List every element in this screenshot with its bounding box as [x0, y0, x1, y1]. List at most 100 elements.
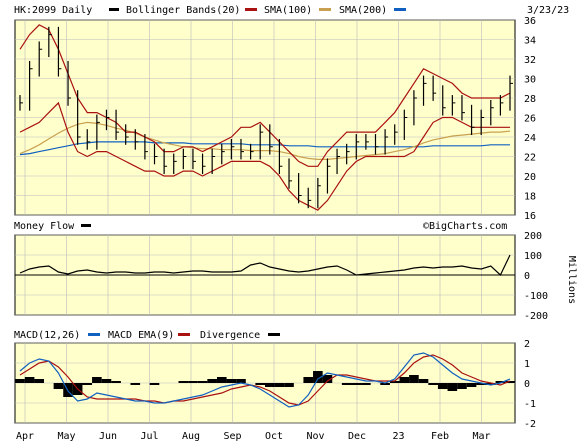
sma100-line: [19, 121, 511, 160]
divergence-bar: [389, 381, 400, 383]
divergence-bar: [178, 381, 189, 383]
legend-macd: MACD(12,26): [14, 330, 80, 341]
macd-line: [19, 352, 511, 408]
money-flow-unit: Millions: [566, 256, 577, 304]
x-tick-label: Oct: [265, 431, 283, 442]
x-axis-labels: Apr May Jun Jul Aug Sep Oct Nov Dec 23 Feb Mar: [16, 431, 491, 442]
money-flow-label: Money Flow: [14, 221, 75, 232]
divergence-bar: [24, 377, 35, 383]
divergence-bar: [226, 379, 237, 383]
divergence-bar: [255, 383, 265, 385]
divergence-bar: [485, 383, 496, 385]
price-grid: [15, 19, 515, 216]
y-tick-label: 20: [524, 172, 536, 183]
x-tick-label: Dec: [348, 431, 366, 442]
y-tick-label: 34: [524, 36, 536, 47]
symbol-legend-swatch: [109, 8, 119, 11]
y-tick-label: 22: [524, 153, 536, 164]
y-tick-label: 0: [524, 379, 530, 390]
x-tick-label: Nov: [306, 431, 324, 442]
legend-macd-ema: MACD EMA(9): [108, 330, 174, 341]
x-tick-label: Mar: [472, 431, 490, 442]
y-tick-label: -200: [524, 311, 548, 322]
money-flow-y-ticks: -200 -100 0 100 200: [524, 231, 548, 322]
chart-date: 3/23/23: [527, 5, 569, 16]
macd-ema-line: [19, 354, 511, 406]
divergence-bar: [274, 383, 285, 387]
divergence-bar: [149, 383, 160, 385]
macd-y-ticks: -2 -1 0 1 2: [524, 339, 536, 430]
y-tick-label: 200: [524, 231, 542, 242]
divergence-bar: [313, 371, 323, 383]
divergence-bar: [82, 383, 93, 385]
x-tick-label: Jul: [140, 431, 158, 442]
price-y-ticks: 16 18 20 22 24 26 28 30 32 34 36: [524, 16, 536, 222]
legend-sma200: SMA(200): [339, 5, 387, 16]
divergence-bar: [207, 379, 217, 383]
divergence-bar: [505, 381, 515, 383]
divergence-bar: [437, 383, 448, 389]
symbol-label: HK:2099 Daily: [14, 5, 92, 16]
y-tick-label: 36: [524, 16, 536, 27]
divergence-bar: [341, 383, 352, 385]
price-bars: [19, 26, 513, 209]
y-tick-label: 1: [524, 359, 530, 370]
divergence-bar: [284, 383, 294, 387]
bollinger-upper-line: [19, 24, 511, 167]
divergence-bar: [130, 383, 141, 385]
legend-divergence-swatch: [268, 333, 280, 336]
y-tick-label: -1: [524, 399, 536, 410]
divergence-bar: [197, 381, 208, 383]
divergence-bar: [188, 381, 198, 383]
divergence-bar: [399, 377, 410, 383]
legend-bollinger-swatch: [245, 8, 257, 11]
x-tick-label: 23: [392, 431, 404, 442]
legend-sma200-swatch: [394, 8, 406, 11]
legend-macd-swatch: [88, 333, 100, 336]
money-flow-legend-swatch: [81, 224, 91, 227]
divergence-bar: [447, 383, 458, 391]
sma200-line: [19, 141, 510, 156]
legend-divergence: Divergence: [200, 330, 260, 341]
legend-macd-ema-swatch: [178, 333, 190, 336]
macd-lines: [19, 352, 511, 408]
y-tick-label: 0: [524, 271, 530, 282]
divergence-bar: [457, 383, 467, 389]
divergence-bar: [34, 379, 45, 383]
x-tick-label: May: [57, 431, 75, 442]
divergence-bar: [265, 383, 275, 387]
y-tick-label: 2: [524, 339, 530, 350]
y-tick-label: -2: [524, 419, 536, 430]
watermark: ©BigCharts.com: [423, 221, 507, 232]
divergence-bar: [111, 381, 121, 383]
legend-sma100: SMA(100): [264, 5, 312, 16]
divergence-bar: [428, 383, 438, 385]
legend-bollinger: Bollinger Bands(20): [126, 5, 240, 16]
x-tick-label: Jun: [99, 431, 117, 442]
y-tick-label: 32: [524, 55, 536, 66]
divergence-bar: [476, 383, 486, 385]
divergence-bar: [380, 383, 390, 385]
y-tick-label: 16: [524, 211, 536, 222]
y-tick-label: -100: [524, 291, 548, 302]
y-tick-label: 18: [524, 192, 536, 203]
divergence-bar: [92, 377, 102, 383]
divergence-bar: [466, 383, 477, 387]
y-tick-label: 100: [524, 251, 542, 262]
divergence-bar: [322, 375, 333, 383]
bollinger-lower-line: [19, 101, 510, 211]
divergence-bar: [361, 383, 371, 385]
price-lines: [19, 24, 511, 211]
divergence-bar: [495, 381, 506, 383]
divergence-bar: [351, 383, 362, 385]
x-tick-label: Apr: [16, 431, 34, 442]
x-tick-label: Sep: [223, 431, 241, 442]
divergence-bar: [216, 377, 227, 383]
divergence-bar: [15, 379, 25, 383]
y-tick-label: 30: [524, 75, 536, 86]
x-tick-label: Feb: [431, 431, 449, 442]
divergence-bar: [236, 379, 246, 383]
divergence-bar: [418, 379, 429, 383]
divergence-bar: [409, 375, 419, 383]
